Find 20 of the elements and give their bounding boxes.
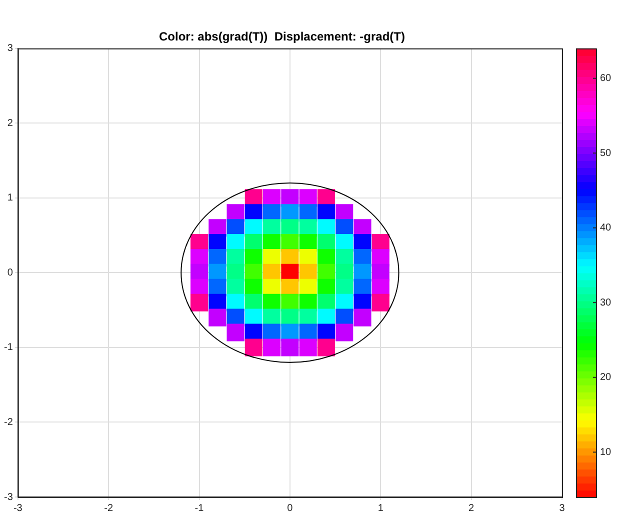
y-tick-label: 1 bbox=[7, 192, 14, 204]
x-tick-label: 2 bbox=[468, 502, 475, 514]
color-bar-label: 20 bbox=[600, 372, 612, 384]
x-tick-label: -1 bbox=[194, 502, 204, 514]
x-tick-label: -2 bbox=[104, 502, 114, 514]
chart-title: Color: abs(grad(T)) Displacement: -grad(T) bbox=[158, 30, 406, 44]
y-tick-label: 3 bbox=[7, 43, 14, 54]
color-bar-label: 50 bbox=[600, 148, 612, 159]
y-tick-label: 0 bbox=[7, 267, 14, 278]
x-tick-label: 0 bbox=[287, 502, 294, 514]
x-tick-label: 1 bbox=[378, 502, 384, 514]
x-tick-label: 3 bbox=[559, 502, 566, 514]
y-tick-label: -3 bbox=[4, 492, 14, 503]
y-tick-label: -1 bbox=[4, 342, 14, 354]
color-bar-label: 30 bbox=[600, 297, 612, 308]
color-bar-label: 60 bbox=[600, 73, 612, 84]
y-tick-label: -2 bbox=[4, 416, 14, 428]
y-tick-label: 2 bbox=[7, 118, 14, 129]
color-bar-label: 40 bbox=[600, 222, 612, 234]
color-bar-label: 10 bbox=[600, 446, 612, 458]
